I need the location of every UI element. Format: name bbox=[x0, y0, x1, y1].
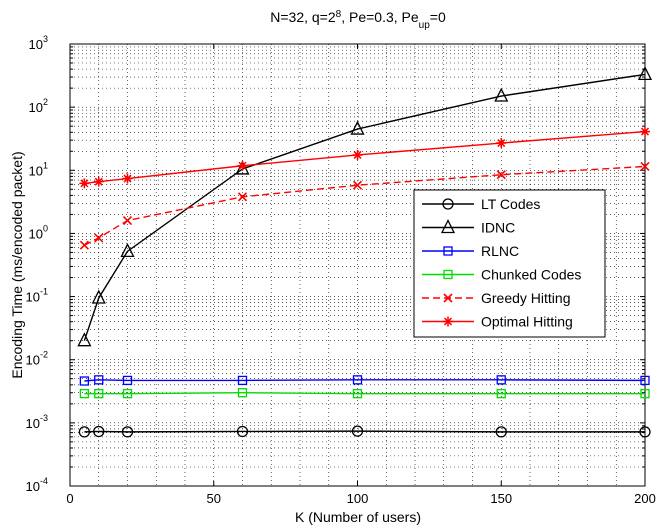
legend-label: Chunked Codes bbox=[481, 267, 581, 283]
legend-marker bbox=[443, 317, 453, 327]
legend-label: Greedy Hitting bbox=[481, 290, 570, 306]
data-point bbox=[79, 178, 89, 188]
title-base: N=32, q=2 bbox=[270, 9, 336, 25]
legend-label: RLNC bbox=[481, 243, 519, 259]
series-line bbox=[84, 431, 645, 432]
y-tick-exponent: -3 bbox=[40, 413, 48, 423]
data-point bbox=[496, 138, 506, 148]
title-end: =0 bbox=[430, 9, 446, 25]
y-tick-base: 10 bbox=[29, 226, 43, 241]
title-mid: , Pe=0.3, Pe bbox=[341, 9, 419, 25]
data-point bbox=[238, 161, 248, 171]
y-tick-exponent: -2 bbox=[40, 350, 48, 360]
x-tick-label: 150 bbox=[490, 491, 512, 506]
y-tick-exponent: 2 bbox=[43, 97, 48, 107]
data-point bbox=[353, 150, 363, 160]
x-tick-label: 50 bbox=[207, 491, 221, 506]
legend: LT Codes IDNC RLNC Chunked Codes Greedy Hitt… bbox=[414, 190, 605, 337]
y-tick-exponent: 3 bbox=[43, 34, 48, 44]
y-tick-exponent: 1 bbox=[43, 160, 48, 170]
y-tick-base: 10 bbox=[29, 100, 43, 115]
y-tick-base: 10 bbox=[26, 479, 40, 494]
y-tick-base: 10 bbox=[29, 37, 43, 52]
title-subscript: up bbox=[419, 20, 431, 31]
y-tick-base: 10 bbox=[26, 290, 40, 305]
x-tick-label: 0 bbox=[66, 491, 73, 506]
x-axis-title: K (Number of users) bbox=[295, 509, 421, 525]
y-tick-base: 10 bbox=[26, 416, 40, 431]
y-tick-exponent: -1 bbox=[40, 287, 48, 297]
legend-label: LT Codes bbox=[481, 196, 540, 212]
data-point bbox=[94, 177, 104, 187]
y-axis-title: Encoding Time (ms/encoded packet) bbox=[9, 151, 25, 378]
legend-label: IDNC bbox=[481, 220, 515, 236]
y-tick-base: 10 bbox=[29, 163, 43, 178]
y-tick-exponent: -4 bbox=[40, 476, 48, 486]
x-tick-label: 100 bbox=[347, 491, 369, 506]
x-tick-label: 200 bbox=[634, 491, 656, 506]
y-tick-exponent: 0 bbox=[43, 223, 48, 233]
y-tick-base: 10 bbox=[26, 353, 40, 368]
data-point bbox=[123, 174, 133, 184]
legend-label: Optimal Hitting bbox=[481, 314, 573, 330]
